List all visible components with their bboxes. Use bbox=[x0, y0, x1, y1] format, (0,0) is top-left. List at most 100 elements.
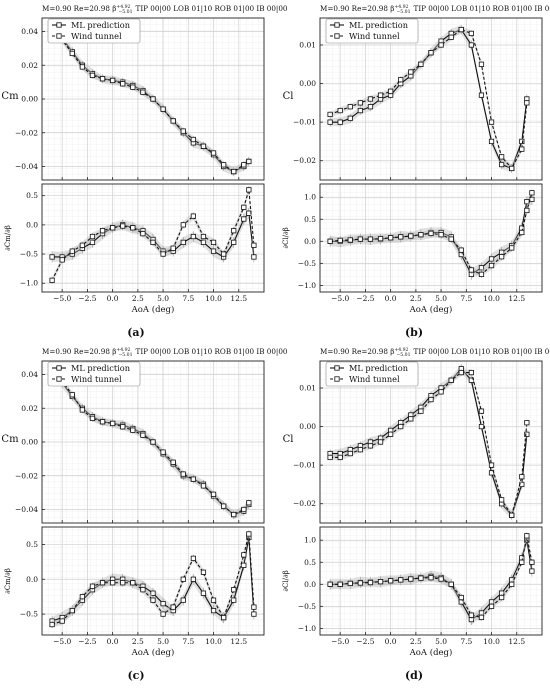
y-tick-label: −0.04 bbox=[15, 162, 38, 171]
data-point-wind-tunnel bbox=[398, 577, 404, 583]
data-point-ml bbox=[488, 256, 495, 262]
x-tick-label: −2.5 bbox=[356, 294, 374, 303]
data-point-wind-tunnel bbox=[524, 420, 530, 426]
x-axis-label: AoA (deg) bbox=[409, 647, 453, 658]
data-point-wind-tunnel bbox=[377, 92, 384, 98]
data-point-ml bbox=[519, 138, 525, 145]
x-tick-label: −2.5 bbox=[78, 637, 96, 646]
data-point-wind-tunnel bbox=[408, 233, 414, 239]
data-point-wind-tunnel bbox=[99, 76, 106, 82]
bottom-wt-line bbox=[51, 189, 255, 281]
y-tick-label: −0.01 bbox=[293, 461, 316, 470]
data-point-wind-tunnel bbox=[478, 61, 485, 67]
legend-ml-label: ML prediction bbox=[349, 363, 409, 373]
data-point-wind-tunnel bbox=[246, 187, 252, 193]
x-tick-label: 2.5 bbox=[132, 637, 144, 646]
minor-grid bbox=[320, 184, 542, 292]
data-point-wind-tunnel bbox=[488, 262, 495, 269]
data-point-wind-tunnel bbox=[120, 424, 126, 430]
data-point-wind-tunnel bbox=[231, 228, 237, 234]
y-tick-label: −0.02 bbox=[293, 499, 316, 508]
data-point-wind-tunnel bbox=[246, 500, 252, 506]
panel-header: M=0.90 Re=20.98 β+4.92 −5.01 TIP 00|00 LOB… bbox=[42, 4, 288, 15]
data-point-wind-tunnel bbox=[458, 369, 464, 376]
data-point-wind-tunnel bbox=[241, 204, 247, 210]
data-point-wind-tunnel bbox=[428, 396, 434, 403]
y-tick-label: 0.5 bbox=[304, 215, 316, 224]
data-point-wind-tunnel bbox=[499, 594, 505, 601]
legend-box bbox=[47, 18, 141, 44]
top-wt-line bbox=[51, 26, 250, 173]
data-point-wind-tunnel bbox=[418, 575, 424, 581]
x-tick-label: 0.0 bbox=[385, 637, 397, 646]
data-point-wind-tunnel bbox=[398, 423, 404, 430]
legend-ml-label: ML prediction bbox=[71, 20, 131, 30]
data-point-wind-tunnel bbox=[140, 587, 146, 593]
data-point-wind-tunnel bbox=[509, 245, 515, 251]
y-tick-label: −0.04 bbox=[15, 505, 38, 514]
data-point-ml bbox=[478, 423, 485, 430]
y-tick-label: 0.0 bbox=[26, 575, 38, 584]
data-point-wind-tunnel bbox=[210, 239, 217, 245]
x-tick-label: 12.5 bbox=[230, 294, 247, 303]
y-tick-label: 0.00 bbox=[21, 438, 38, 447]
y-axis-label: Cm bbox=[1, 91, 19, 102]
data-point-ml bbox=[468, 377, 474, 383]
panel-3: M=0.90 Re=20.98 β+4.92 −5.01 TIP 00|00 LOB… bbox=[1, 347, 287, 682]
data-point-wind-tunnel bbox=[408, 69, 414, 75]
data-point-wind-tunnel bbox=[140, 432, 146, 438]
data-point-wind-tunnel bbox=[448, 236, 454, 242]
y-tick-label: 0.02 bbox=[21, 404, 38, 413]
minor-grid bbox=[42, 527, 264, 635]
data-point-wind-tunnel bbox=[120, 81, 126, 87]
data-point-wind-tunnel bbox=[200, 143, 207, 149]
data-point-wind-tunnel bbox=[327, 238, 333, 244]
data-point-wind-tunnel bbox=[251, 604, 257, 610]
panel-header: M=0.90 Re=20.98 β+4.92 −5.01 TIP 00|00 LOB… bbox=[42, 347, 288, 358]
x-tick-label: 0.0 bbox=[107, 637, 119, 646]
data-point-ml bbox=[468, 42, 474, 48]
data-point-wind-tunnel bbox=[89, 72, 96, 78]
y-axis-label-bottom: ∂Cm/∂β bbox=[4, 568, 12, 594]
data-point-wind-tunnel bbox=[468, 369, 474, 376]
data-point-wind-tunnel bbox=[519, 474, 525, 480]
y-tick-label: 0.04 bbox=[21, 370, 38, 379]
data-point-wind-tunnel bbox=[49, 621, 55, 628]
data-point-ml bbox=[49, 254, 55, 260]
header-rest: TIP 00|00 LOB 01|10 ROB 01|00 IB 00|00 bbox=[414, 347, 550, 356]
data-point-wind-tunnel bbox=[140, 89, 146, 95]
data-point-ml bbox=[499, 161, 505, 168]
data-point-ml bbox=[160, 601, 166, 607]
data-point-wind-tunnel bbox=[246, 531, 252, 537]
x-tick-label: −5.0 bbox=[331, 294, 349, 303]
x-tick-label: 5.0 bbox=[157, 637, 169, 646]
data-point-wind-tunnel bbox=[458, 26, 464, 33]
header-main: M=0.90 Re=20.98 β bbox=[42, 347, 116, 356]
x-tick-label: 0.0 bbox=[385, 294, 397, 303]
x-tick-label: 10.0 bbox=[483, 637, 500, 646]
data-point-wind-tunnel bbox=[110, 580, 116, 586]
data-point-wind-tunnel bbox=[170, 118, 176, 124]
data-point-wind-tunnel bbox=[150, 239, 156, 245]
data-point-wind-tunnel bbox=[99, 419, 106, 425]
x-tick-label: −5.0 bbox=[53, 294, 71, 303]
header-rest: TIP 00|00 LOB 01|10 ROB 01|00 IB 00|00 bbox=[136, 347, 288, 356]
data-point-wind-tunnel bbox=[89, 583, 96, 589]
data-point-wind-tunnel bbox=[524, 207, 530, 214]
x-tick-label: 12.5 bbox=[230, 637, 247, 646]
data-point-ml bbox=[180, 239, 186, 245]
y-axis-label-bottom: ∂Cm/∂β bbox=[4, 225, 12, 251]
data-point-wind-tunnel bbox=[468, 30, 474, 37]
panel-2: M=0.90 Re=20.98 β+4.92 −5.01 TIP 00|00 LOB… bbox=[282, 4, 550, 339]
data-point-wind-tunnel bbox=[357, 580, 363, 586]
data-point-wind-tunnel bbox=[120, 580, 126, 586]
y-tick-label: −0.02 bbox=[15, 471, 38, 480]
data-point-wind-tunnel bbox=[120, 223, 126, 229]
y-tick-label: 0.5 bbox=[304, 558, 316, 567]
y-tick-label: −0.02 bbox=[15, 128, 38, 137]
data-point-ml bbox=[327, 119, 333, 125]
data-point-wind-tunnel bbox=[221, 162, 227, 168]
header-beta-sub: −5.01 bbox=[118, 352, 132, 358]
data-point-wind-tunnel bbox=[110, 225, 116, 231]
